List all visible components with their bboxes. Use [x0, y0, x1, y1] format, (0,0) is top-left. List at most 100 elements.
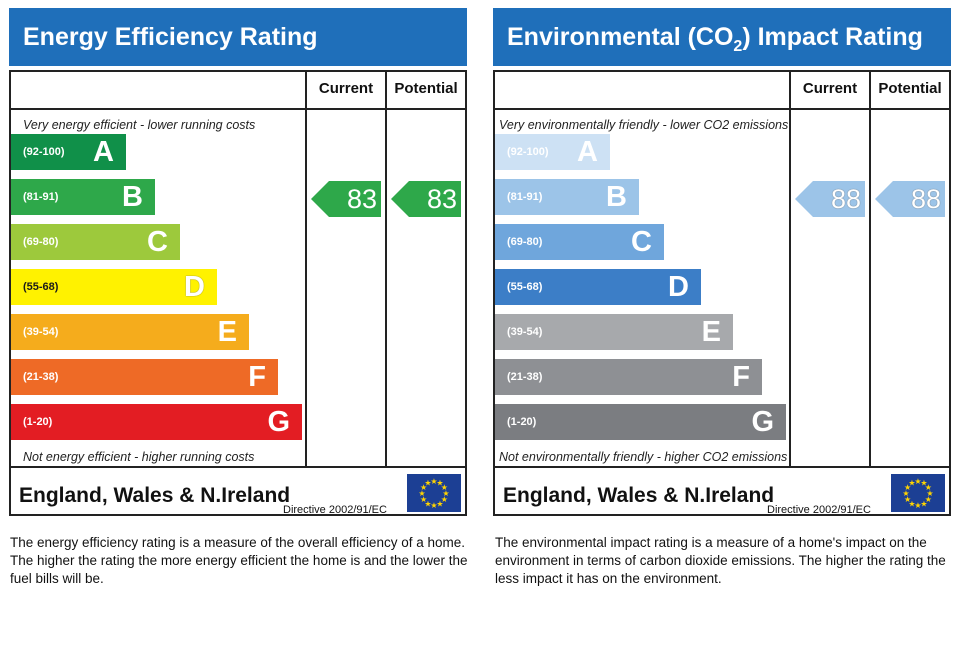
eu-flag-icon: ★ ★ ★ ★ ★ ★ ★ ★ ★ ★ ★ ★	[407, 474, 461, 512]
band-letter: E	[217, 316, 237, 348]
band-letter: B	[122, 181, 143, 213]
svg-text:★: ★	[908, 479, 915, 488]
band-range-label: (55-68)	[23, 281, 59, 293]
band-range-label: (92-100)	[507, 146, 549, 158]
rating-band-d: (55-68) D	[11, 269, 217, 305]
rating-band-c: (69-80) C	[495, 224, 664, 260]
band-range-label: (21-38)	[507, 371, 543, 383]
svg-text:★: ★	[904, 495, 911, 504]
svg-text:★: ★	[914, 477, 921, 486]
column-divider	[305, 72, 307, 468]
svg-text:★: ★	[908, 499, 915, 508]
band-range-label: (69-80)	[507, 236, 543, 248]
band-letter: G	[267, 406, 290, 438]
band-letter: A	[577, 136, 598, 168]
svg-text:★: ★	[436, 499, 443, 508]
band-letter: C	[147, 226, 168, 258]
rating-arrow-shape	[391, 181, 461, 217]
eu-stars-icon: ★★★★★★★★★★★★	[902, 477, 933, 510]
chart-title: Energy Efficiency Rating	[9, 8, 467, 66]
potential-rating-arrow: 83	[391, 181, 461, 217]
svg-text:★: ★	[926, 489, 933, 498]
band-letter: G	[751, 406, 774, 438]
rating-band-g: (1-20) G	[495, 404, 786, 440]
directive-label: Directive 2002/91/EC	[767, 504, 871, 516]
column-header-potential: Potential	[394, 80, 458, 97]
directive-label: Directive 2002/91/EC	[283, 504, 387, 516]
column-header-current: Current	[318, 80, 374, 97]
band-letter: A	[93, 136, 114, 168]
header-divider	[495, 108, 949, 110]
band-range-label: (69-80)	[23, 236, 59, 248]
eu-stars-icon: ★★★★★★★★★★★★	[418, 477, 449, 510]
eu-flag-icon: ★ ★ ★ ★ ★ ★ ★ ★ ★ ★ ★ ★	[891, 474, 945, 512]
column-header-potential: Potential	[878, 80, 942, 97]
rating-arrow-shape	[311, 181, 381, 217]
svg-text:★: ★	[441, 483, 448, 492]
top-note: Very energy efficient - lower running co…	[23, 118, 256, 132]
svg-text:★: ★	[920, 479, 927, 488]
svg-text:★: ★	[441, 495, 448, 504]
rating-value: 83	[426, 184, 457, 214]
rating-band-e: (39-54) E	[11, 314, 249, 350]
svg-text:★: ★	[925, 483, 932, 492]
band-letter: D	[668, 271, 689, 303]
svg-text:★: ★	[914, 501, 921, 510]
rating-band-d: (55-68) D	[495, 269, 701, 305]
svg-text:★: ★	[424, 479, 431, 488]
band-letter: F	[732, 361, 750, 393]
rating-band-f: (21-38) F	[11, 359, 278, 395]
band-range-label: (92-100)	[23, 146, 65, 158]
top-note: Very environmentally friendly - lower CO…	[499, 118, 789, 132]
column-divider	[385, 72, 387, 468]
band-range-label: (39-54)	[23, 326, 59, 338]
energy-description: The energy efficiency rating is a measur…	[10, 535, 468, 586]
rating-value: 88	[830, 184, 861, 214]
svg-text:★: ★	[430, 477, 437, 486]
rating-value: 88	[910, 184, 941, 214]
band-letter: F	[248, 361, 266, 393]
svg-text:★: ★	[904, 483, 911, 492]
region-label: England, Wales & N.Ireland	[503, 484, 775, 507]
rating-band-b: (81-91) B	[11, 179, 155, 215]
environmental-impact-chart: Environmental (CO2) Impact Rating Curren…	[493, 8, 951, 518]
svg-text:★: ★	[925, 495, 932, 504]
rating-value: 83	[346, 184, 377, 214]
footer-divider	[495, 466, 949, 468]
svg-text:★: ★	[418, 489, 425, 498]
svg-text:★: ★	[436, 479, 443, 488]
current-rating-arrow: 88	[795, 181, 865, 217]
svg-text:★: ★	[420, 483, 427, 492]
column-divider	[869, 72, 871, 468]
rating-band-a: (92-100) A	[11, 134, 126, 170]
rating-band-e: (39-54) E	[495, 314, 733, 350]
band-range-label: (1-20)	[507, 416, 537, 428]
header-divider	[11, 108, 465, 110]
current-rating-arrow: 83	[311, 181, 381, 217]
footer-divider	[11, 466, 465, 468]
band-range-label: (21-38)	[23, 371, 59, 383]
potential-rating-arrow: 88	[875, 181, 945, 217]
chart-frame: Current Potential Very environmentally f…	[493, 70, 951, 516]
band-range-label: (81-91)	[23, 191, 59, 203]
chart-frame: Current Potential Very energy efficient …	[9, 70, 467, 516]
svg-text:★: ★	[920, 499, 927, 508]
region-label: England, Wales & N.Ireland	[19, 484, 291, 507]
svg-text:★: ★	[424, 499, 431, 508]
rating-band-b: (81-91) B	[495, 179, 639, 215]
band-range-label: (55-68)	[507, 281, 543, 293]
band-letter: D	[184, 271, 205, 303]
rating-band-f: (21-38) F	[495, 359, 762, 395]
environmental-description: The environmental impact rating is a mea…	[495, 535, 946, 586]
bottom-note: Not environmentally friendly - higher CO…	[499, 450, 788, 464]
rating-arrow-shape	[875, 181, 945, 217]
svg-text:★: ★	[420, 495, 427, 504]
svg-text:★: ★	[430, 501, 437, 510]
band-range-label: (1-20)	[23, 416, 53, 428]
column-header-current: Current	[802, 80, 858, 97]
rating-band-a: (92-100) A	[495, 134, 610, 170]
rating-band-c: (69-80) C	[11, 224, 180, 260]
rating-arrow-shape	[795, 181, 865, 217]
band-letter: C	[631, 226, 652, 258]
bottom-note: Not energy efficient - higher running co…	[23, 450, 255, 464]
